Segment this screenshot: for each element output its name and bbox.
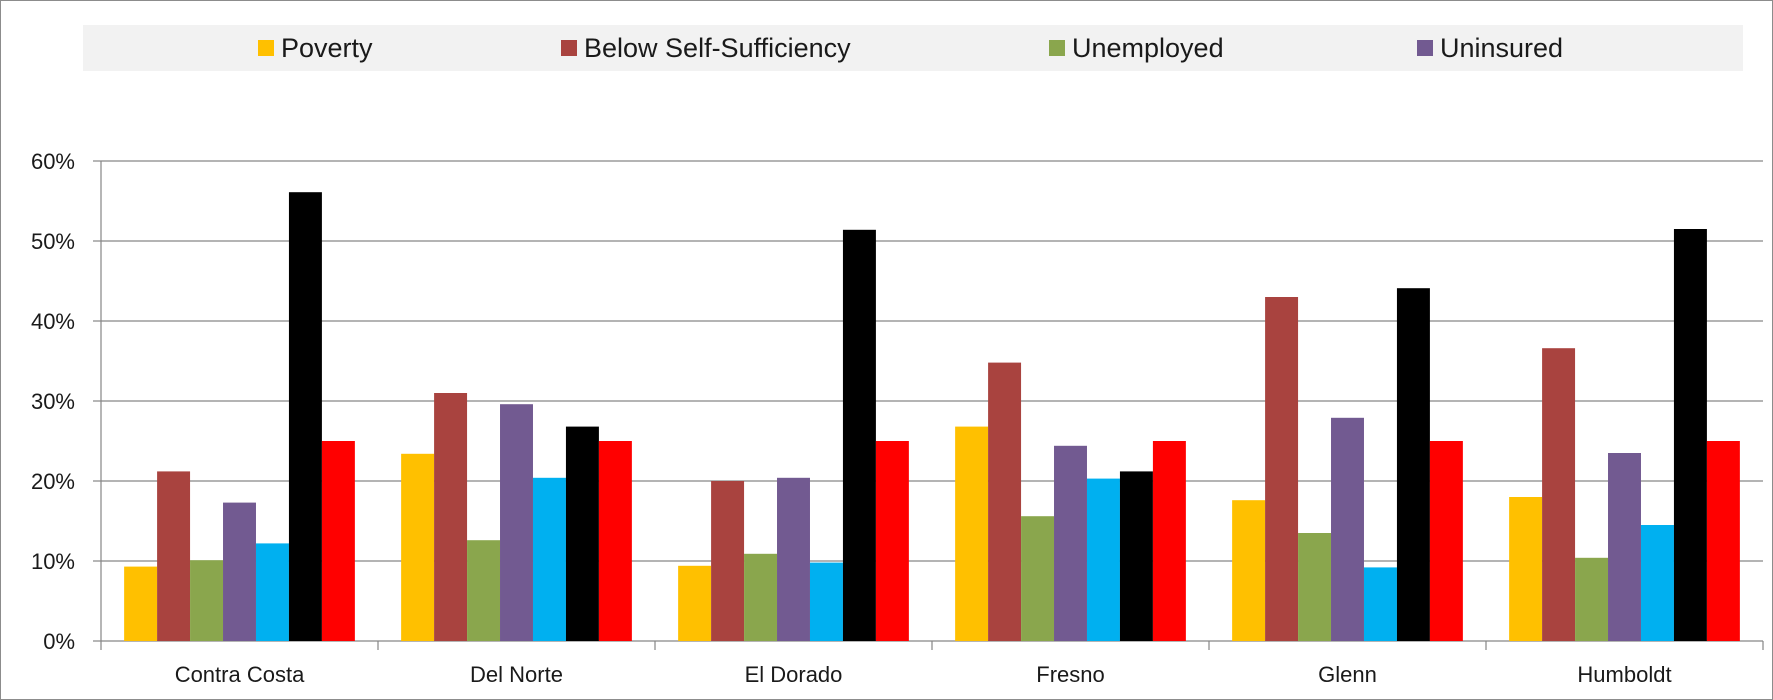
bar: [1608, 453, 1641, 641]
bar: [1363, 567, 1397, 641]
legend-item-below-self-sufficiency: Below Self-Sufficiency: [561, 25, 851, 71]
bar: [598, 441, 632, 641]
bar: [565, 426, 599, 641]
bar: [321, 441, 355, 641]
bar: [1119, 471, 1153, 641]
bar: [1706, 441, 1740, 641]
bar: [223, 502, 256, 641]
bar: [1152, 441, 1186, 641]
legend-swatch-uninsured: [1417, 40, 1433, 56]
x-tick-label: Del Norte: [470, 662, 563, 687]
bar: [532, 477, 566, 641]
legend-swatch-below-self-sufficiency: [561, 40, 577, 56]
bar: [711, 481, 745, 641]
bar: [1429, 441, 1463, 641]
bar: [124, 566, 158, 641]
bar: [255, 543, 289, 641]
bar: [1509, 497, 1543, 641]
bar: [875, 441, 909, 641]
bar: [401, 453, 435, 641]
legend-item-unemployed: Unemployed: [1049, 25, 1224, 71]
bar: [988, 362, 1022, 641]
legend: Poverty Below Self-Sufficiency Unemploye…: [83, 25, 1743, 71]
legend-label-unemployed: Unemployed: [1072, 32, 1224, 63]
bar: [1396, 288, 1430, 641]
bar: [1542, 348, 1576, 641]
y-tick-label: 0%: [43, 629, 75, 654]
x-tick-label: El Dorado: [745, 662, 843, 687]
legend-label-below-self-sufficiency: Below Self-Sufficiency: [584, 32, 851, 63]
x-tick-label: Glenn: [1318, 662, 1377, 687]
bar: [678, 565, 712, 641]
x-tick-label: Humboldt: [1577, 662, 1671, 687]
bar: [467, 540, 501, 641]
y-tick-label: 60%: [31, 149, 75, 174]
bar: [1673, 229, 1707, 641]
legend-item-uninsured: Uninsured: [1417, 25, 1563, 71]
bar: [1331, 417, 1364, 641]
x-tick-label: Contra Costa: [175, 662, 305, 687]
y-tick-label: 20%: [31, 469, 75, 494]
bar: [777, 477, 810, 641]
bar: [1021, 516, 1055, 641]
y-tick-label: 50%: [31, 229, 75, 254]
x-tick-label: Fresno: [1036, 662, 1104, 687]
bar: [157, 471, 191, 641]
bar: [1086, 478, 1120, 641]
bar: [1054, 445, 1087, 641]
legend-label-uninsured: Uninsured: [1440, 32, 1564, 63]
y-tick-label: 40%: [31, 309, 75, 334]
bar: [955, 426, 989, 641]
bar: [809, 562, 843, 641]
bar: [1575, 557, 1609, 641]
bar: [744, 553, 778, 641]
bar: [190, 560, 224, 641]
legend-label-poverty: Poverty: [281, 32, 373, 63]
bar: [1298, 533, 1332, 641]
bar: [1640, 525, 1674, 641]
bar: [1265, 297, 1299, 641]
bar: [1232, 500, 1266, 641]
legend-item-poverty: Poverty: [258, 25, 373, 71]
legend-swatch-poverty: [258, 40, 274, 56]
y-tick-label: 10%: [31, 549, 75, 574]
bar: [500, 404, 533, 641]
bar: [434, 393, 468, 641]
bar: [842, 229, 876, 642]
legend-swatch-unemployed: [1049, 40, 1065, 56]
bar: [288, 192, 322, 641]
y-tick-label: 30%: [31, 389, 75, 414]
